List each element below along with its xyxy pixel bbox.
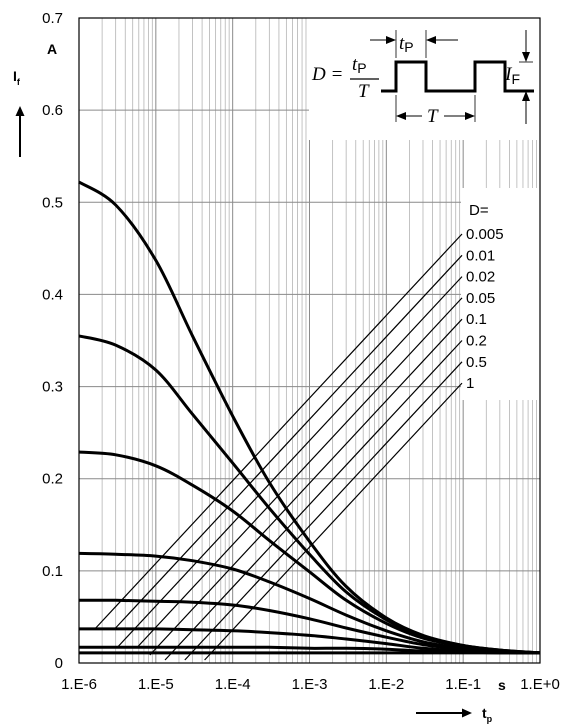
y-tick-label: 0.1 — [42, 563, 63, 580]
y-unit-label: A — [47, 41, 57, 57]
series-line-0.1 — [78, 598, 541, 655]
legend-label: 0.005 — [466, 226, 504, 243]
x-tick-label: 1.E-4 — [215, 676, 251, 693]
x-tick-label: 1.E-1 — [445, 676, 481, 693]
y-tick-label: 0.4 — [42, 286, 63, 303]
x-tick-label: 1.E-2 — [368, 676, 404, 693]
legend-label: 0.01 — [466, 247, 495, 264]
legend-leader-line — [115, 254, 463, 629]
y-axis-label-sub: f — [17, 77, 21, 87]
legend-leader-line — [184, 361, 463, 661]
series-line-0.02 — [78, 450, 541, 655]
axes: 0 0.1 0.2 0.3 0.4 0.5 0.6 0.7 1.E-6 1.E-5 1.E-4 1.E… — [13, 10, 560, 724]
inset-if-arrowhead-top — [522, 52, 530, 62]
legend-leader-lines — [95, 233, 463, 661]
legend: D= 0.005 0.01 0.02 0.05 0.1 0.2 0.5 1 — [461, 188, 540, 400]
legend-leader-line — [116, 276, 463, 649]
y-tick-label: 0 — [55, 655, 63, 672]
series-curves — [78, 180, 541, 655]
inset-tp-label: tP — [399, 33, 414, 55]
legend-label: 0.1 — [466, 311, 487, 328]
y-tick-label: 0.5 — [42, 194, 63, 211]
legend-label: 0.02 — [466, 269, 495, 286]
x-tick-label: 1.E-6 — [61, 676, 97, 693]
legend-label: 0.2 — [466, 333, 487, 350]
plot-frame — [78, 17, 541, 664]
legend-leader-line — [136, 297, 463, 649]
inset-numerator: tP — [352, 54, 367, 76]
legend-leader-line — [149, 318, 463, 656]
legend-label: 1 — [466, 375, 474, 392]
inset-if-label-sub: F — [511, 71, 520, 87]
legend-leader-line — [204, 382, 463, 661]
x-axis-arrowhead — [462, 708, 472, 718]
legend-background — [461, 188, 540, 400]
y-tick-label: 0.2 — [42, 471, 63, 488]
legend-leader-line — [95, 233, 463, 629]
x-axis-label-sub: p — [487, 714, 493, 724]
legend-label: 0.05 — [466, 290, 495, 307]
x-tick-label: 1.E-3 — [292, 676, 328, 693]
inset-tp-label-sub: P — [404, 39, 413, 55]
x-tick-label: 1.E+0 — [520, 676, 560, 693]
inset-tp-arrowhead-right — [426, 36, 436, 44]
y-tick-label: 0.6 — [42, 102, 63, 119]
y-axis-label: If — [13, 68, 21, 87]
inset-tp-arrowhead-left — [386, 36, 396, 44]
legend-leader-line — [164, 340, 463, 661]
legend-title: D= — [469, 202, 489, 219]
inset-numerator-sub: P — [357, 60, 366, 76]
inset-denominator: T — [358, 81, 370, 102]
x-axis-label: tp — [482, 705, 493, 724]
inset-period-label: T — [427, 106, 439, 127]
inset-period-arrowhead-left — [396, 112, 406, 120]
y-axis-arrowhead — [15, 106, 25, 116]
inset-if-arrowhead-bottom — [522, 91, 530, 101]
x-tick-label: 1.E-5 — [138, 676, 174, 693]
x-unit-label: s — [498, 677, 506, 693]
inset-period-arrowhead-right — [465, 112, 475, 120]
legend-label: 0.5 — [466, 354, 487, 371]
inset-pulse-waveform — [381, 60, 534, 93]
y-tick-label: 0.3 — [42, 379, 63, 396]
inset-formula-lhs: D = — [311, 64, 343, 85]
y-tick-label: 0.7 — [42, 10, 63, 27]
